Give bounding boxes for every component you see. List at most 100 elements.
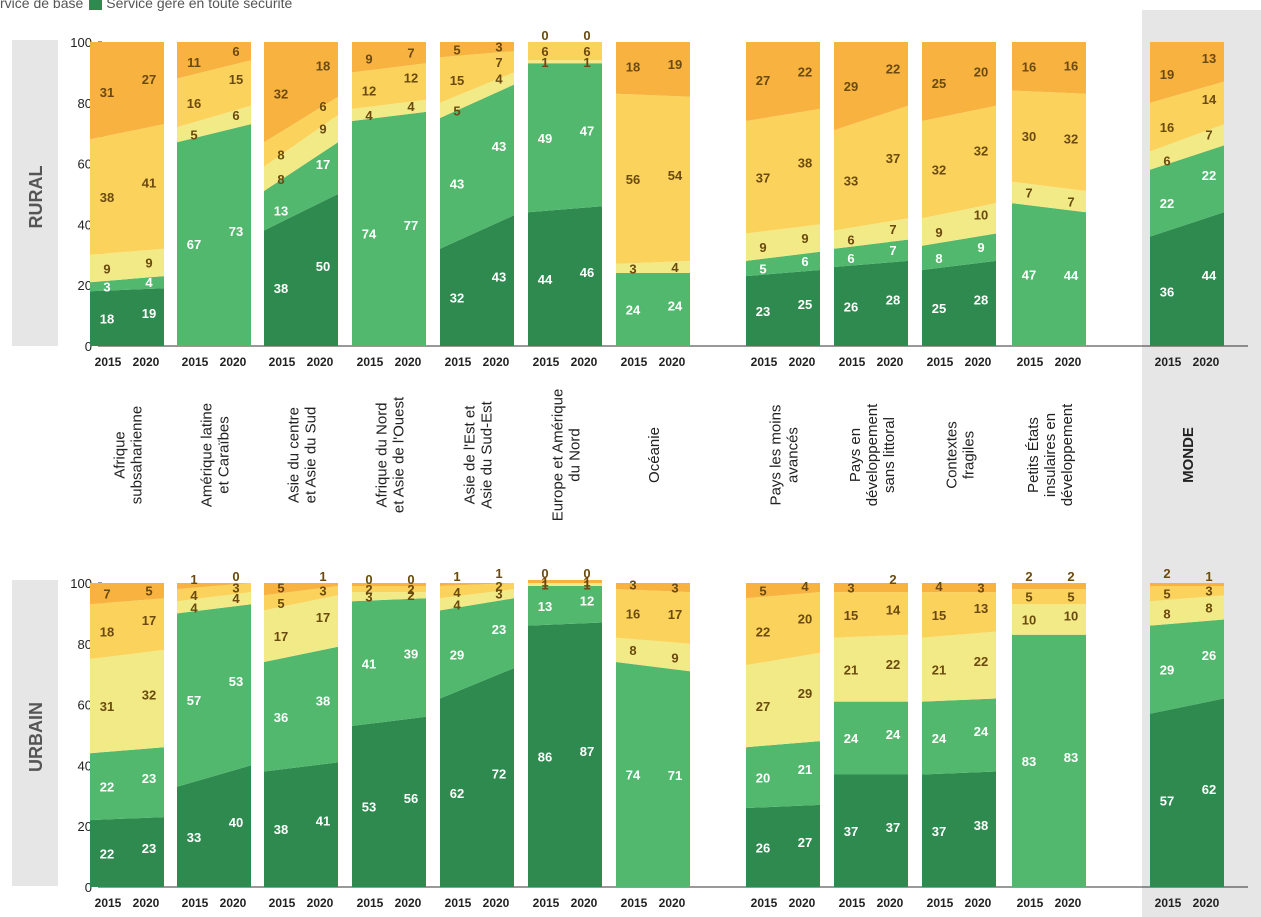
region-label-8-0: Pays en — [847, 428, 864, 482]
value-label-0-11-0-0: 36 — [1160, 284, 1174, 299]
value-label-0-3-1-3: 12 — [404, 71, 418, 86]
bar-segment-1-1-1 — [177, 604, 251, 787]
bar-segment-1-8-2 — [834, 634, 908, 702]
year-label-1-2-0: 2015 — [269, 896, 296, 910]
bar-segment-0-6-1 — [616, 273, 690, 346]
region-label-11-0: MONDE — [1180, 427, 1197, 483]
bar-segment-0-6-2 — [616, 260, 690, 273]
value-label-0-2-1-4: 18 — [316, 58, 330, 73]
year-label-1-5-0: 2015 — [533, 896, 560, 910]
y-tick-label-0-20: 20 — [78, 278, 92, 293]
bar-segment-1-8-0 — [834, 774, 908, 887]
region-label-2-0: Asie du centre — [286, 407, 303, 503]
value-label-1-0-0-3: 18 — [100, 625, 114, 640]
bar-segment-1-5-1 — [528, 586, 602, 626]
value-label-1-4-0-3: 4 — [453, 585, 461, 600]
value-label-0-3-1-2: 4 — [407, 99, 415, 114]
value-label-1-7-0-3: 22 — [756, 625, 770, 640]
year-label-1-3-1: 2020 — [395, 896, 422, 910]
bar-segment-1-11-3 — [1150, 586, 1224, 602]
value-label-1-0-0-0: 22 — [100, 847, 114, 862]
bar-segment-0-2-3 — [264, 96, 338, 167]
bar-segment-0-1-2 — [177, 105, 251, 143]
bar-segment-1-3-1 — [352, 598, 426, 726]
bar-segment-1-6-1 — [616, 662, 690, 887]
value-label-0-8-0-1: 6 — [847, 251, 854, 266]
value-label-1-8-0-4: 3 — [847, 581, 854, 596]
bar-segment-0-2-0 — [264, 194, 338, 346]
value-label-0-1-1-4: 6 — [232, 44, 239, 59]
year-label-1-11-0: 2015 — [1155, 896, 1182, 910]
bar-segment-0-7-3 — [746, 108, 820, 234]
bar-segment-0-7-1 — [746, 251, 820, 277]
value-label-1-4-0-0: 62 — [450, 786, 464, 801]
value-label-0-2-0-4: 32 — [274, 87, 288, 102]
value-label-1-11-1-2: 8 — [1205, 600, 1212, 615]
value-label-0-1-1-2: 6 — [232, 108, 239, 123]
panel-label-urbain: URBAIN — [26, 702, 46, 772]
value-label-1-9-0-1: 24 — [932, 731, 947, 746]
value-label-1-9-0-2: 21 — [932, 663, 946, 678]
value-label-1-10-1-1: 83 — [1064, 750, 1078, 765]
value-label-1-8-0-3: 15 — [844, 608, 858, 623]
bar-segment-1-7-0 — [746, 804, 820, 887]
value-label-1-1-0-4: 1 — [190, 572, 197, 587]
year-label-0-6-0: 2015 — [621, 355, 648, 369]
value-label-1-7-1-0: 27 — [798, 835, 812, 850]
value-label-1-4-0-2: 4 — [453, 597, 461, 612]
year-label-0-11-1: 2020 — [1193, 355, 1220, 369]
value-label-1-1-0-1: 57 — [187, 693, 201, 708]
bar-segment-0-10-3 — [1012, 90, 1086, 191]
value-label-0-3-0-1: 74 — [362, 227, 377, 242]
value-label-1-7-1-3: 20 — [798, 612, 812, 627]
value-label-1-5-0-0: 86 — [538, 749, 552, 764]
value-label-1-6-1-3: 17 — [668, 607, 682, 622]
value-label-1-0-1-1: 23 — [142, 771, 156, 786]
value-label-1-2-0-4: 5 — [277, 581, 284, 596]
bar-segment-1-0-2 — [90, 649, 164, 754]
bar-segment-0-6-3 — [616, 93, 690, 264]
value-label-1-11-0-2: 8 — [1163, 606, 1170, 621]
value-label-0-5-1-4: 0 — [583, 28, 590, 43]
bar-segment-0-5-3 — [528, 42, 602, 61]
bar-segment-0-5-2 — [528, 60, 602, 64]
value-label-1-11-1-0: 62 — [1202, 782, 1216, 797]
y-tick-label-1-80: 80 — [78, 637, 92, 652]
value-label-0-2-1-3: 6 — [319, 99, 326, 114]
y-tick-label-0-60: 60 — [78, 157, 92, 172]
value-label-1-2-1-4: 1 — [319, 569, 326, 584]
value-label-0-11-0-1: 22 — [1160, 196, 1174, 211]
value-label-0-10-1-2: 7 — [1067, 195, 1074, 210]
value-label-0-0-0-2: 9 — [103, 261, 110, 276]
value-label-1-10-1-3: 5 — [1067, 590, 1074, 605]
y-tick-label-0-40: 40 — [78, 217, 92, 232]
panel-label-rural: RURAL — [26, 166, 46, 229]
bar-segment-1-9-2 — [922, 631, 996, 702]
value-label-0-8-1-2: 7 — [889, 222, 896, 237]
bar-segment-0-6-4 — [616, 42, 690, 97]
region-label-3-0: Afrique du Nord — [374, 402, 391, 507]
value-label-1-3-0-3: 2 — [365, 582, 372, 597]
value-label-0-9-0-3: 32 — [932, 163, 946, 178]
year-label-0-1-1: 2020 — [220, 355, 247, 369]
value-label-1-9-1-1: 24 — [974, 724, 989, 739]
value-label-1-8-0-2: 21 — [844, 663, 858, 678]
year-label-1-1-1: 2020 — [220, 896, 247, 910]
bar-segment-1-9-4 — [922, 583, 996, 593]
value-label-1-2-1-2: 17 — [316, 610, 330, 625]
bar-segment-0-8-2 — [834, 218, 908, 249]
bar-segment-1-10-2 — [1012, 604, 1086, 635]
year-label-1-3-0: 2015 — [357, 896, 384, 910]
value-label-0-2-1-2: 9 — [319, 122, 326, 137]
value-label-0-0-1-0: 19 — [142, 306, 156, 321]
value-label-1-5-0-1: 13 — [538, 599, 552, 614]
bar-segment-1-6-4 — [616, 583, 690, 593]
year-label-0-9-0: 2015 — [927, 355, 954, 369]
bar-segment-0-0-1 — [90, 276, 164, 292]
value-label-0-0-0-3: 38 — [100, 190, 114, 205]
value-label-1-8-1-4: 2 — [889, 572, 896, 587]
value-label-0-4-1-0: 43 — [492, 270, 506, 285]
legend-label-basic: rvice de base — [0, 0, 84, 11]
value-label-0-5-1-0: 46 — [580, 265, 594, 280]
value-label-0-9-1-4: 20 — [974, 64, 988, 79]
